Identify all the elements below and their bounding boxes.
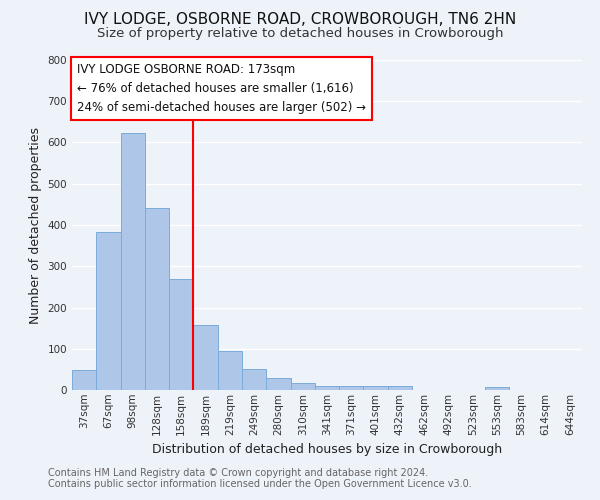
Bar <box>145 208 169 390</box>
Bar <box>290 383 315 390</box>
Text: IVY LODGE, OSBORNE ROAD, CROWBOROUGH, TN6 2HN: IVY LODGE, OSBORNE ROAD, CROWBOROUGH, TN… <box>84 12 516 28</box>
Y-axis label: Number of detached properties: Number of detached properties <box>29 126 42 324</box>
Bar <box>218 351 242 390</box>
Bar <box>485 387 509 390</box>
Bar <box>121 134 145 390</box>
Bar <box>339 386 364 390</box>
Bar <box>193 325 218 390</box>
Text: Contains HM Land Registry data © Crown copyright and database right 2024.: Contains HM Land Registry data © Crown c… <box>48 468 428 477</box>
Bar <box>96 232 121 390</box>
Text: Size of property relative to detached houses in Crowborough: Size of property relative to detached ho… <box>97 28 503 40</box>
Text: Contains public sector information licensed under the Open Government Licence v3: Contains public sector information licen… <box>48 479 472 489</box>
Bar <box>72 370 96 390</box>
Bar <box>364 386 388 390</box>
X-axis label: Distribution of detached houses by size in Crowborough: Distribution of detached houses by size … <box>152 443 502 456</box>
Bar <box>266 378 290 390</box>
Bar <box>169 280 193 390</box>
Bar <box>242 369 266 390</box>
Bar <box>315 386 339 390</box>
Bar <box>388 386 412 390</box>
Text: IVY LODGE OSBORNE ROAD: 173sqm
← 76% of detached houses are smaller (1,616)
24% : IVY LODGE OSBORNE ROAD: 173sqm ← 76% of … <box>77 64 366 114</box>
